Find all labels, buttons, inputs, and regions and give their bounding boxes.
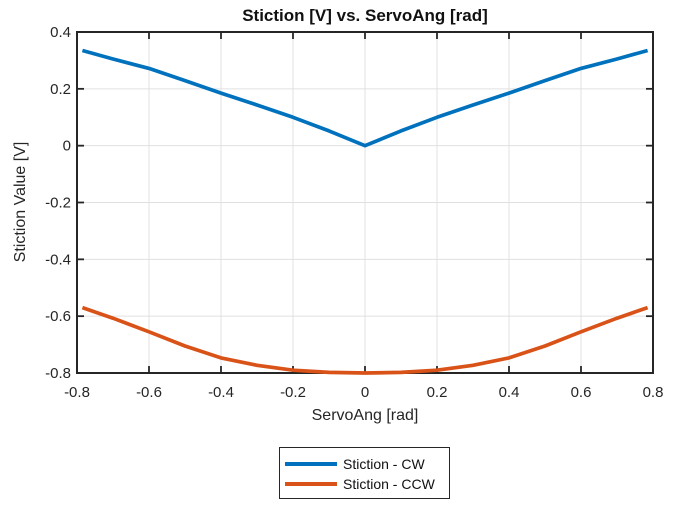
x-tick-label: -0.2 [280, 384, 306, 401]
x-tick-label: 0 [361, 384, 369, 401]
y-tick-label: -0.8 [45, 365, 71, 382]
x-tick-label: -0.6 [136, 384, 162, 401]
legend-label-ccw: Stiction - CCW [343, 476, 435, 492]
legend-item-ccw: Stiction - CCW [285, 474, 449, 494]
y-tick-label: 0.4 [50, 24, 71, 41]
x-tick-label: 0.4 [499, 384, 520, 401]
y-tick-label: 0.2 [50, 81, 71, 98]
y-tick-label: -0.4 [45, 251, 71, 268]
x-tick-label: 0.8 [643, 384, 664, 401]
y-tick-label: 0 [63, 138, 71, 155]
legend-swatch-cw [285, 462, 337, 466]
x-tick-label: 0.6 [571, 384, 592, 401]
x-tick-label: -0.4 [208, 384, 234, 401]
legend: Stiction - CW Stiction - CCW [279, 447, 450, 499]
series-lines [81, 48, 649, 375]
legend-swatch-ccw [285, 482, 337, 486]
y-axis-label: Stiction Value [V] [12, 141, 29, 263]
series-line-ccw [81, 305, 649, 375]
legend-label-cw: Stiction - CW [343, 456, 425, 472]
y-tick-label: -0.2 [45, 195, 71, 212]
x-tick-label: 0.2 [427, 384, 448, 401]
gridlines [77, 32, 653, 373]
x-axis-label: ServoAng [rad] [311, 407, 419, 424]
x-tick-label: -0.8 [64, 384, 90, 401]
tick-labels: -0.8 -0.6 -0.4 -0.2 0 0.2 0.4 0.6 0.8 -0.8 -0.6 -0.… [45, 24, 663, 401]
series-line-cw [81, 48, 649, 148]
y-tick-label: -0.6 [45, 308, 71, 325]
chart-title: Stiction [V] vs. ServoAng [rad] [242, 6, 488, 25]
legend-item-cw: Stiction - CW [285, 454, 449, 474]
